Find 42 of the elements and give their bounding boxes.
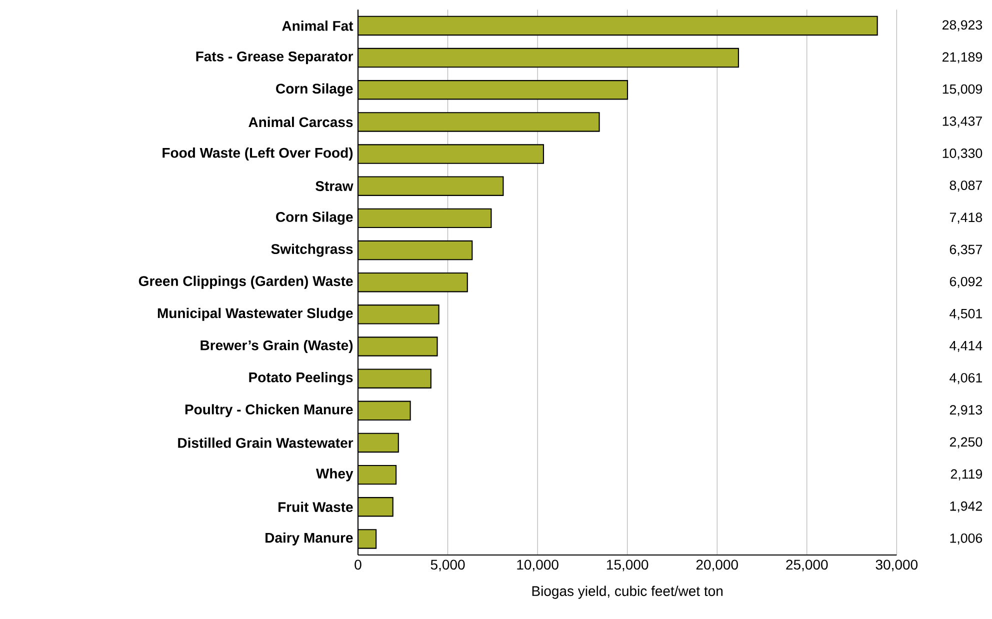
y-tick-label: Fats - Grease Separator: [196, 51, 354, 64]
data-label: 2,913: [950, 405, 982, 416]
x-tick-label: 20,000: [696, 560, 738, 572]
y-tick-label: Potato Peelings: [249, 372, 353, 386]
data-label: 7,418: [950, 212, 982, 224]
data-label: 21,189: [942, 52, 982, 64]
data-label: 6,092: [950, 276, 982, 288]
data-label: 4,501: [950, 308, 982, 320]
y-tick-label: Brewer’s Grain (Waste): [200, 340, 353, 354]
x-tick-label: 15,000: [606, 560, 648, 572]
data-label: 15,009: [942, 84, 982, 96]
x-tick-label: 25,000: [786, 560, 828, 572]
y-tick-label: Straw: [316, 181, 354, 192]
y-tick-label: Whey: [316, 468, 354, 482]
data-label: 28,923: [942, 20, 982, 32]
y-tick-label: Municipal Wastewater Sludge: [158, 308, 353, 321]
y-tick-label: Distilled Grain Wastewater: [178, 438, 354, 448]
data-label: 6,357: [950, 244, 982, 256]
y-tick-label: Switchgrass: [271, 244, 353, 257]
data-label: 2,119: [950, 469, 982, 480]
y-tick-label: Corn Silage: [276, 83, 353, 96]
data-label: 4,414: [950, 341, 982, 352]
y-tick-label: Animal Carcass: [248, 116, 353, 128]
y-tick-label: Green Clippings (Garden) Waste: [138, 276, 353, 289]
data-label: 8,087: [950, 180, 982, 192]
x-tick-label: 5,000: [430, 560, 465, 572]
x-axis-title: Biogas yield, cubic feet/wet ton: [532, 586, 723, 599]
data-label: 1,006: [950, 533, 982, 544]
y-tick-label: Dairy Manure: [266, 532, 353, 546]
x-tick-label: 10,000: [517, 560, 558, 572]
data-label: 10,330: [942, 148, 982, 160]
data-label: 1,942: [950, 501, 982, 512]
x-tick-label: 0: [354, 560, 362, 570]
y-tick-label: Poultry - Chicken Manure: [185, 404, 353, 418]
y-tick-label: Corn Silage: [276, 212, 353, 225]
y-tick-label: Fruit Waste: [278, 502, 353, 512]
data-label: 13,437: [942, 116, 982, 128]
data-label: 2,250: [950, 437, 982, 448]
x-tick-label: 30,000: [876, 560, 918, 572]
y-tick-label: Animal Fat: [282, 20, 354, 31]
y-tick-label: Food Waste (Left Over Food): [162, 148, 353, 161]
data-label: 4,061: [950, 373, 982, 384]
